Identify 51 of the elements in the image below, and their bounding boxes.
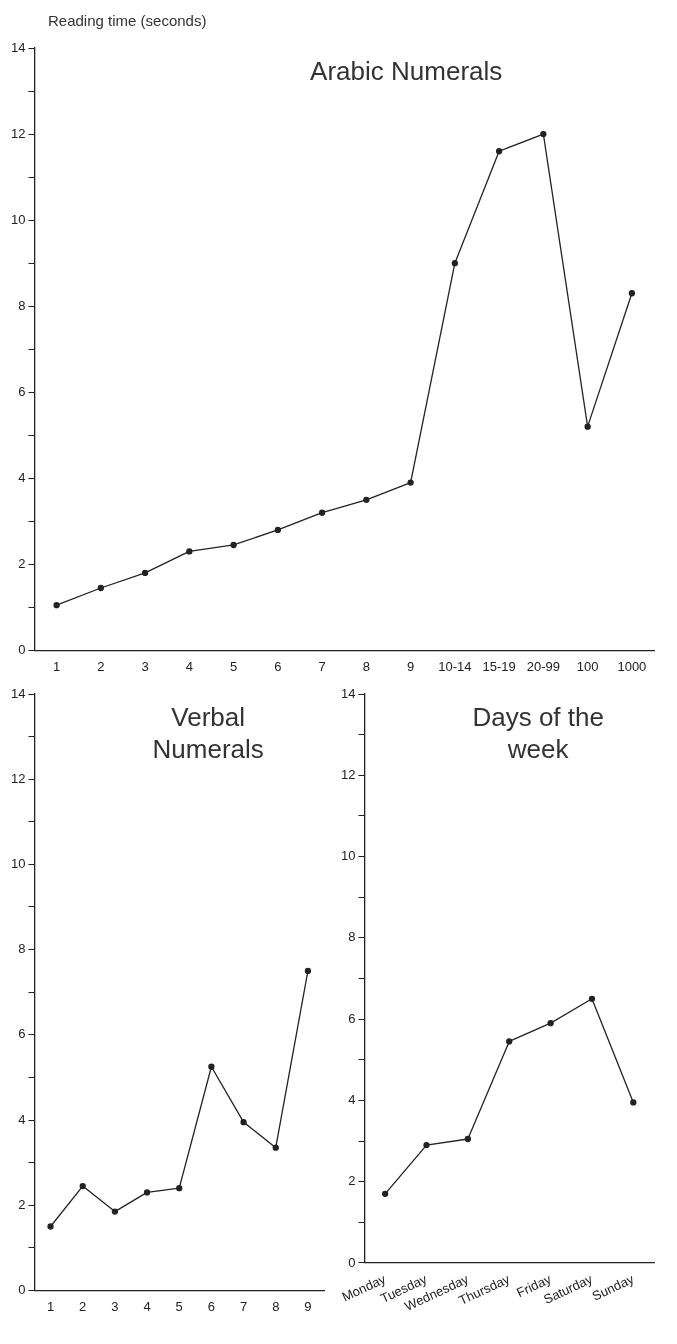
x-tick-label: 2 xyxy=(97,658,105,674)
x-tick-label: 1000 xyxy=(617,658,647,674)
y-tick-label: 8 xyxy=(18,941,26,957)
x-tick-label: 2 xyxy=(79,1298,87,1314)
x-tick-label: 20-99 xyxy=(526,658,560,674)
y-tick-label: 0 xyxy=(348,1254,356,1270)
x-tick-label: 100 xyxy=(576,658,599,674)
text: Verbal Numerals xyxy=(152,702,264,765)
y-tick-label: 10 xyxy=(10,211,26,227)
y-tick-label: 10 xyxy=(340,848,356,864)
y-tick-label: 10 xyxy=(10,855,26,871)
x-tick-label: 6 xyxy=(274,658,282,674)
y-tick-label: 4 xyxy=(18,1111,26,1127)
y-axis-title: Reading time (seconds) xyxy=(48,11,207,29)
y-tick-label: 14 xyxy=(10,685,26,701)
chart-title: Arabic Numerals xyxy=(310,56,503,87)
y-tick-label: 2 xyxy=(348,1173,356,1189)
y-tick-label: 12 xyxy=(10,770,26,786)
y-tick-label: 12 xyxy=(340,766,356,782)
x-tick-label: 5 xyxy=(229,658,238,674)
y-tick-label: 8 xyxy=(348,929,356,945)
y-tick-label: 2 xyxy=(18,555,26,571)
x-tick-label: 3 xyxy=(141,658,149,674)
x-tick-label: 6 xyxy=(207,1298,216,1314)
x-tick-label: 3 xyxy=(111,1298,119,1314)
x-tick-label: 7 xyxy=(239,1298,248,1314)
text: Days of the week xyxy=(472,702,604,765)
x-tick-label: 4 xyxy=(185,658,193,674)
y-tick-label: 4 xyxy=(18,469,26,485)
x-tick-label: 5 xyxy=(175,1298,183,1314)
y-tick-label: 6 xyxy=(348,1010,356,1026)
x-tick-label: 1 xyxy=(52,658,61,674)
y-tick-label: 8 xyxy=(18,297,26,313)
x-tick-label: 8 xyxy=(272,1298,280,1314)
y-tick-label: 12 xyxy=(10,125,26,141)
y-tick-label: 0 xyxy=(18,641,26,657)
y-tick-label: 14 xyxy=(340,685,356,701)
y-tick-label: 2 xyxy=(18,1196,26,1212)
x-tick-label: 15-19 xyxy=(482,658,516,674)
x-tick-label: 8 xyxy=(362,658,370,674)
x-tick-label: 7 xyxy=(318,658,326,674)
x-tick-label: 9 xyxy=(406,658,415,674)
y-tick-label: 4 xyxy=(348,1091,356,1107)
x-tick-label: 4 xyxy=(143,1298,151,1314)
x-tick-label: 1 xyxy=(46,1298,55,1314)
y-tick-label: 6 xyxy=(18,1026,26,1042)
y-tick-label: 6 xyxy=(18,383,26,399)
y-tick-label: 0 xyxy=(18,1281,26,1297)
y-tick-label: 14 xyxy=(10,39,26,55)
x-tick-label: 10-14 xyxy=(438,658,472,674)
x-tick-label: 9 xyxy=(304,1298,312,1314)
